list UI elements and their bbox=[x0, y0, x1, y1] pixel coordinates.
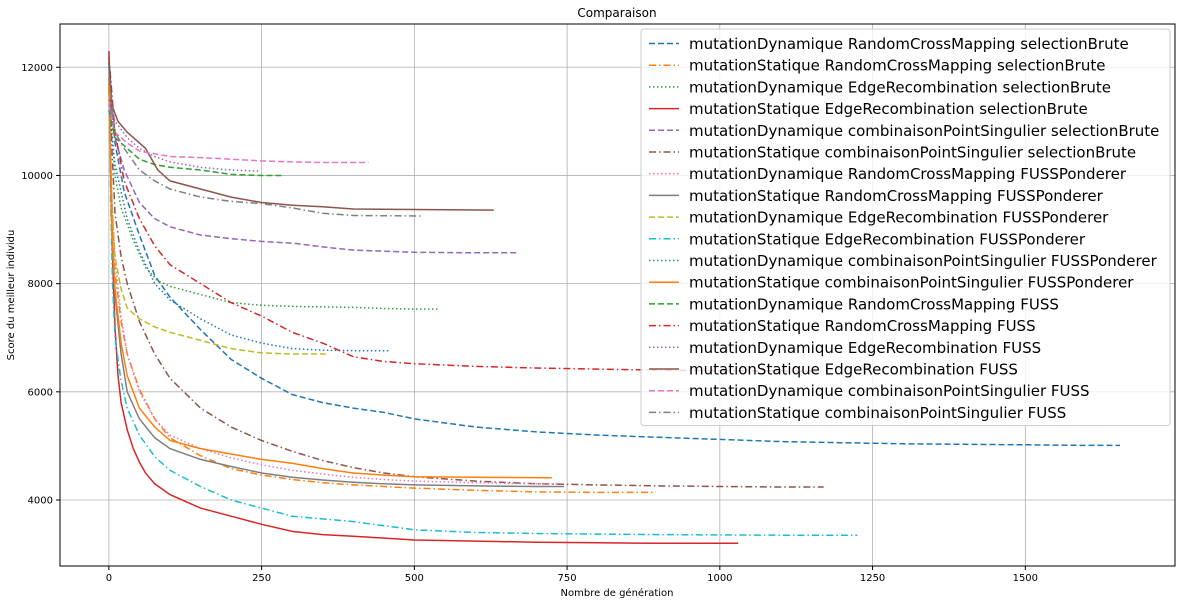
series-line-3 bbox=[108, 50, 739, 545]
legend-entry: mutationStatique RandomCrossMapping FUSS… bbox=[689, 187, 1104, 205]
series-line-1 bbox=[108, 88, 656, 494]
x-tick-label: 1500 bbox=[1013, 573, 1038, 584]
y-tick-label: 12000 bbox=[21, 63, 53, 74]
legend-entry: mutationStatique EdgeRecombination selec… bbox=[689, 100, 1088, 118]
legend-entry: mutationStatique RandomCrossMapping FUSS bbox=[689, 317, 1036, 335]
y-tick-label: 4000 bbox=[28, 496, 53, 507]
x-tick-label: 1000 bbox=[707, 573, 732, 584]
legend-entry: mutationStatique combinaisonPointSinguli… bbox=[689, 274, 1134, 292]
legend-entry: mutationDynamique RandomCrossMapping sel… bbox=[689, 35, 1129, 53]
x-tick-label: 0 bbox=[106, 573, 112, 584]
x-tick-label: 1250 bbox=[860, 573, 885, 584]
series-line-4 bbox=[108, 94, 519, 254]
series-line-14 bbox=[108, 99, 259, 172]
x-tick-label: 250 bbox=[252, 573, 271, 584]
legend-entry: mutationDynamique RandomCrossMapping FUS… bbox=[689, 165, 1127, 183]
legend: mutationDynamique RandomCrossMapping sel… bbox=[640, 28, 1171, 427]
series-line-2 bbox=[108, 88, 439, 310]
chart-title: Comparaison bbox=[577, 6, 656, 20]
x-tick-label: 750 bbox=[558, 573, 577, 584]
legend-entry: mutationDynamique EdgeRecombination FUSS… bbox=[689, 209, 1109, 227]
axis-ticks: 0 250 500 750 1000 1250 1500 4000 6000 8000 10000 1… bbox=[21, 63, 1038, 584]
legend-entry: mutationStatique EdgeRecombination FUSS bbox=[689, 361, 1018, 379]
series-line-10 bbox=[108, 105, 390, 352]
series-line-11 bbox=[108, 78, 552, 479]
legend-entry: mutationStatique combinaisonPointSinguli… bbox=[689, 404, 1066, 422]
y-tick-label: 8000 bbox=[28, 279, 53, 290]
series-line-16 bbox=[108, 104, 369, 164]
series-line-15 bbox=[108, 56, 494, 211]
y-tick-label: 10000 bbox=[21, 171, 53, 182]
legend-entry: mutationDynamique EdgeRecombination FUSS bbox=[689, 339, 1041, 357]
legend-entry: mutationDynamique RandomCrossMapping FUS… bbox=[689, 295, 1059, 313]
series-line-6 bbox=[108, 99, 564, 485]
series-line-5 bbox=[108, 61, 824, 488]
legend-entry: mutationDynamique combinaisonPointSingul… bbox=[689, 252, 1158, 270]
series-line-13 bbox=[108, 56, 824, 373]
legend-entry: mutationStatique EdgeRecombination FUSSP… bbox=[689, 230, 1086, 248]
series-line-7 bbox=[108, 83, 564, 488]
x-tick-label: 500 bbox=[405, 573, 424, 584]
plot-series bbox=[108, 50, 1120, 545]
legend-entry: mutationStatique RandomCrossMapping sele… bbox=[689, 57, 1105, 75]
series-line-9 bbox=[108, 64, 858, 536]
plot-frame bbox=[59, 23, 1176, 567]
y-tick-label: 6000 bbox=[28, 387, 53, 398]
y-axis-title: Score du meilleur individu bbox=[6, 230, 17, 361]
series-line-8 bbox=[108, 88, 326, 355]
legend-entry: mutationDynamique combinaisonPointSingul… bbox=[689, 382, 1090, 400]
series-line-12 bbox=[108, 110, 283, 177]
series-line-17 bbox=[108, 78, 421, 217]
series-line-0 bbox=[108, 78, 1120, 447]
legend-entry: mutationStatique combinaisonPointSinguli… bbox=[689, 144, 1136, 162]
legend-entry: mutationDynamique combinaisonPointSingul… bbox=[689, 122, 1159, 140]
legend-entry: mutationDynamique EdgeRecombination sele… bbox=[689, 78, 1111, 96]
x-axis-title: Nombre de génération bbox=[561, 587, 674, 599]
legend-box bbox=[640, 28, 1171, 427]
